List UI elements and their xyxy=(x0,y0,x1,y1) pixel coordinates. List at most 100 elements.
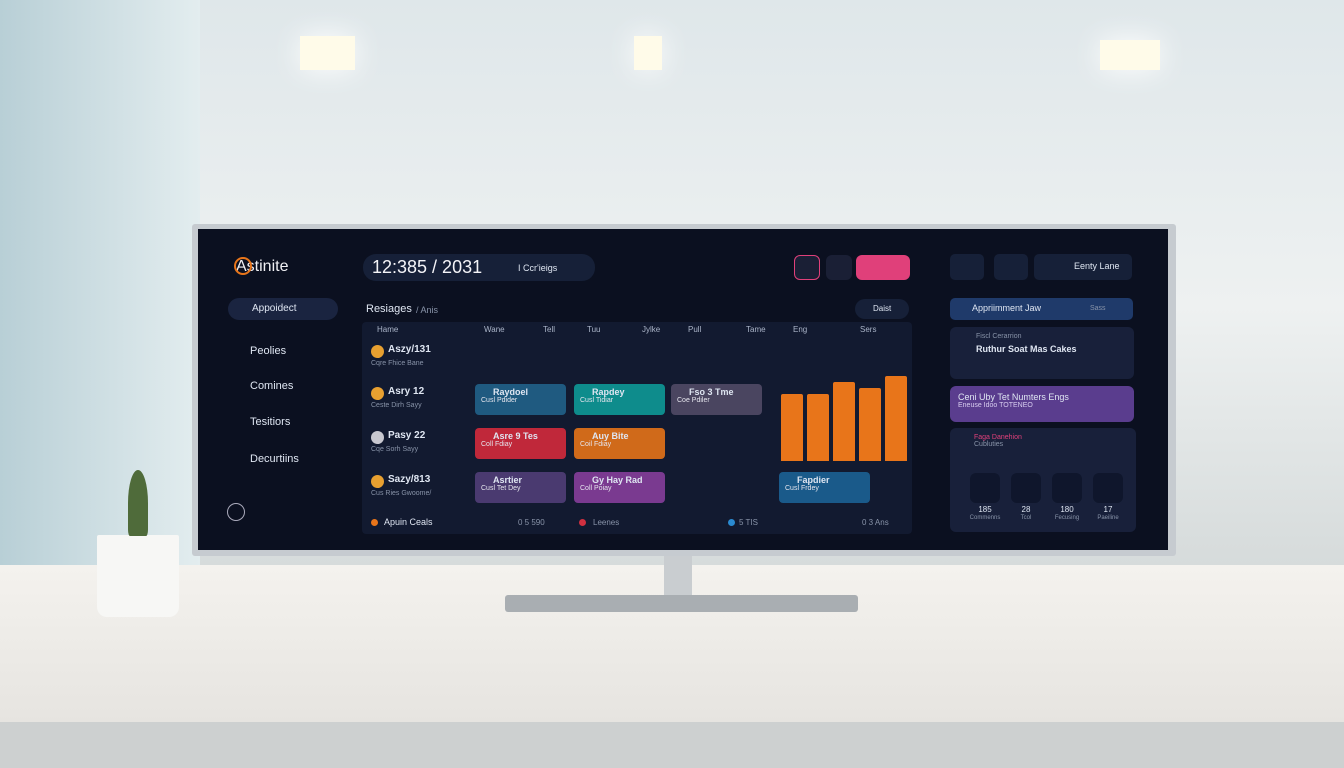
event-sub: Coll Fdiay xyxy=(481,441,513,448)
column-header: Jylke xyxy=(642,325,661,334)
panel-title: Appriimment Jaw xyxy=(950,298,1133,320)
event-title: Raydoel xyxy=(493,387,529,397)
nav-item[interactable]: Tesitiors xyxy=(250,416,291,428)
ceiling-light xyxy=(300,36,355,70)
bar xyxy=(885,376,907,461)
nav-item[interactable]: Comines xyxy=(250,380,294,392)
column-header: Hame xyxy=(377,325,399,334)
footer-text: Apuin Ceals xyxy=(384,517,433,527)
event[interactable]: Auy Bite Coil Fdiay xyxy=(574,428,665,459)
event[interactable]: Rapdey Cusl Tidiar xyxy=(574,384,665,415)
footer-text: 5 TIS xyxy=(739,518,758,527)
column-header: Eng xyxy=(793,325,808,334)
footer-text: Leenes xyxy=(593,518,620,527)
pot xyxy=(97,535,179,617)
clock: 12:385 / 2031 xyxy=(372,257,483,277)
stat-icon xyxy=(970,473,1000,503)
row-sub: Cqre Fhice Bane xyxy=(371,360,424,367)
bar xyxy=(781,394,803,461)
event[interactable]: Asrtier Cusl Tet Dey xyxy=(475,472,566,503)
card-title: Ceni Uby Tet Numters Engs xyxy=(958,392,1069,402)
card-title: Ruthur Soat Mas Cakes xyxy=(976,344,1077,354)
stat-value: 28 xyxy=(1021,505,1031,514)
event[interactable]: Raydoel Cusl Pdider xyxy=(475,384,566,415)
event[interactable]: Gy Hay Rad Coll Poiay xyxy=(574,472,665,503)
stat-icon xyxy=(1093,473,1123,503)
column-header: Tuu xyxy=(587,325,601,334)
event-sub: Coll Poiay xyxy=(580,485,612,492)
action-button[interactable] xyxy=(856,255,910,280)
header-search[interactable]: I Ccr'ieigs xyxy=(518,263,558,273)
row-name: Asry 12 xyxy=(388,386,425,397)
ceiling-light xyxy=(634,36,662,70)
notes-button[interactable] xyxy=(826,255,852,280)
stat-label: Commenns xyxy=(969,515,1001,521)
dot xyxy=(728,519,735,526)
event-sub: Coe Pdiler xyxy=(677,397,710,404)
event[interactable]: Asre 9 Tes Coll Fdiay xyxy=(475,428,566,459)
column-header: Pull xyxy=(688,325,702,334)
row-sub: Ceste Dirh Sayy xyxy=(371,402,422,409)
column-header: Tell xyxy=(543,325,556,334)
dot xyxy=(579,519,586,526)
event-title: Rapdey xyxy=(592,387,625,397)
desk-front xyxy=(0,722,1344,768)
monitor-neck xyxy=(664,552,692,600)
column-header: Sers xyxy=(860,325,877,334)
stat-label: Tcol xyxy=(1020,515,1032,521)
icon-button[interactable] xyxy=(994,254,1028,280)
column-header: Tame xyxy=(746,325,766,334)
stat-value: 17 xyxy=(1103,505,1113,514)
event[interactable]: Fapdier Cusl Frdey xyxy=(779,472,870,503)
icon-button[interactable] xyxy=(950,254,984,280)
avatar xyxy=(371,387,384,400)
avatar xyxy=(371,431,384,444)
stat-value: 185 xyxy=(978,505,992,514)
row-sub: Cqe Sorh Sayy xyxy=(371,446,419,453)
dot xyxy=(371,519,378,526)
schedule-title: Resiages xyxy=(366,303,412,315)
settings-button[interactable] xyxy=(227,503,245,521)
row-sub: Cus Ries Gwoome/ xyxy=(371,490,432,497)
panel-action[interactable]: Sass xyxy=(1090,305,1106,312)
schedule-subtitle: / Anis xyxy=(416,305,439,315)
nav-item[interactable]: Peolies xyxy=(250,345,287,357)
row-name: Sazy/813 xyxy=(388,474,431,485)
event-title: Auy Bite xyxy=(592,431,629,441)
event-title: Gy Hay Rad xyxy=(592,475,643,485)
card-title: Faga Danehion xyxy=(974,434,1022,441)
search-button[interactable] xyxy=(794,255,820,280)
event-sub: Cusl Tidiar xyxy=(580,397,614,404)
bar xyxy=(833,382,855,461)
avatar xyxy=(371,345,384,358)
user-button[interactable]: Eenty Lane xyxy=(1034,254,1132,280)
event[interactable]: Fso 3 Tme Coe Pdiler xyxy=(671,384,762,415)
card: Fiscl Cerarrion Ruthur Soat Mas Cakes xyxy=(950,327,1134,379)
nav-item[interactable]: Decurtiins xyxy=(250,453,299,465)
sidebar-search[interactable]: Appoidect xyxy=(228,298,338,320)
row-name: Aszy/131 xyxy=(388,344,431,355)
monitor-base xyxy=(505,595,858,612)
filter[interactable]: Daist xyxy=(855,299,909,319)
ceiling-light xyxy=(1100,40,1160,70)
stat-icon xyxy=(1011,473,1041,503)
avatar xyxy=(371,475,384,488)
header-bar xyxy=(363,254,595,281)
event-sub: Cusl Pdider xyxy=(481,397,518,404)
plant xyxy=(128,470,148,536)
window xyxy=(0,0,200,570)
event-title: Fapdier xyxy=(797,475,830,485)
card-sub: Eneuse Idoo TOTENEO xyxy=(958,402,1033,409)
row-name: Pasy 22 xyxy=(388,430,426,441)
card-label: Fiscl Cerarrion xyxy=(976,333,1022,340)
footer-text: 0 3 Ans xyxy=(862,518,889,527)
bar xyxy=(859,388,881,461)
stat-label: Paeiline xyxy=(1097,515,1119,521)
event-title: Asre 9 Tes xyxy=(493,431,538,441)
brand-logo xyxy=(234,257,252,275)
event-sub: Cusl Frdey xyxy=(785,485,819,492)
stat-value: 180 xyxy=(1060,505,1074,514)
stat-label: Fecusing xyxy=(1054,515,1080,521)
event-sub: Cusl Tet Dey xyxy=(481,485,521,492)
